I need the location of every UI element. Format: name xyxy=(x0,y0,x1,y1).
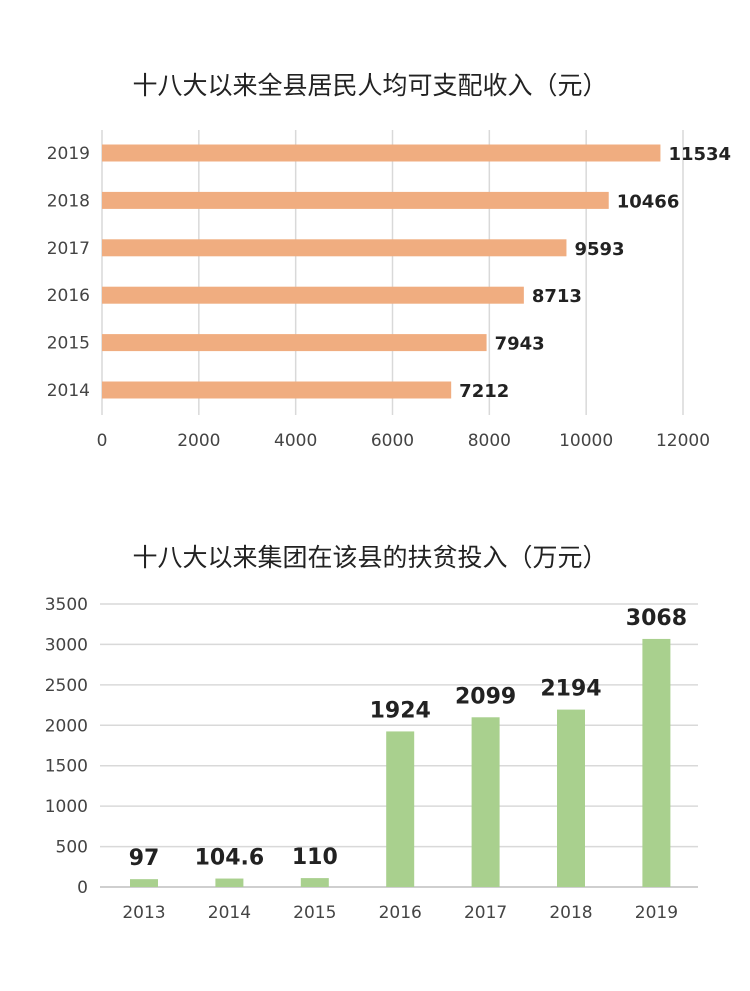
y-tick-label: 3000 xyxy=(45,635,88,655)
bar xyxy=(102,191,609,209)
y-tick-label: 2000 xyxy=(45,716,88,736)
bar xyxy=(130,879,158,887)
data-label: 104.6 xyxy=(195,846,265,871)
data-label: 97 xyxy=(129,846,160,871)
x-tick-label: 12000 xyxy=(656,431,710,451)
x-tick-label: 6000 xyxy=(371,431,414,451)
data-label: 10466 xyxy=(617,191,680,212)
bar xyxy=(102,144,661,162)
x-tick-label: 2000 xyxy=(177,431,220,451)
y-tick-label: 3500 xyxy=(45,595,88,615)
y-tick-label: 2018 xyxy=(47,191,90,211)
x-tick-label: 2016 xyxy=(379,903,422,923)
x-tick-label: 2017 xyxy=(464,903,507,923)
data-label: 2099 xyxy=(455,684,516,709)
chart2-title: 十八大以来集团在该县的扶贫投入（万元） xyxy=(132,543,607,572)
bar xyxy=(300,878,329,887)
bar xyxy=(102,381,452,399)
bar xyxy=(642,638,671,887)
y-tick-label: 500 xyxy=(56,838,88,858)
data-label: 7212 xyxy=(459,381,509,402)
bar xyxy=(102,334,487,352)
x-tick-label: 2019 xyxy=(635,903,678,923)
data-label: 110 xyxy=(292,845,338,870)
data-label: 3068 xyxy=(626,606,687,631)
y-tick-label: 2016 xyxy=(47,286,90,306)
x-tick-label: 4000 xyxy=(274,431,317,451)
y-tick-label: 1500 xyxy=(45,757,88,777)
x-tick-label: 2018 xyxy=(549,903,592,923)
bar xyxy=(215,878,244,887)
x-tick-label: 2013 xyxy=(122,903,165,923)
data-label: 7943 xyxy=(495,334,545,355)
data-label: 2194 xyxy=(540,677,601,702)
data-label: 11534 xyxy=(668,144,731,165)
y-tick-label: 2500 xyxy=(45,676,88,696)
y-tick-label: 0 xyxy=(77,878,88,898)
y-tick-label: 1000 xyxy=(45,797,88,817)
bar xyxy=(102,286,524,304)
y-tick-label: 2014 xyxy=(47,381,90,401)
bar xyxy=(102,239,567,257)
y-tick-label: 2019 xyxy=(47,144,90,164)
x-tick-label: 0 xyxy=(97,431,108,451)
x-tick-label: 8000 xyxy=(468,431,511,451)
y-tick-label: 2015 xyxy=(47,334,90,354)
x-tick-label: 2014 xyxy=(208,903,251,923)
bar xyxy=(386,731,415,887)
bar xyxy=(471,717,500,887)
data-label: 1924 xyxy=(370,698,431,723)
x-tick-label: 10000 xyxy=(559,431,613,451)
y-tick-label: 2017 xyxy=(47,239,90,259)
x-tick-label: 2015 xyxy=(293,903,336,923)
data-label: 8713 xyxy=(532,286,582,307)
bar xyxy=(557,709,585,887)
chart1-title: 十八大以来全县居民人均可支配收入（元） xyxy=(132,71,607,100)
data-label: 9593 xyxy=(574,239,624,260)
